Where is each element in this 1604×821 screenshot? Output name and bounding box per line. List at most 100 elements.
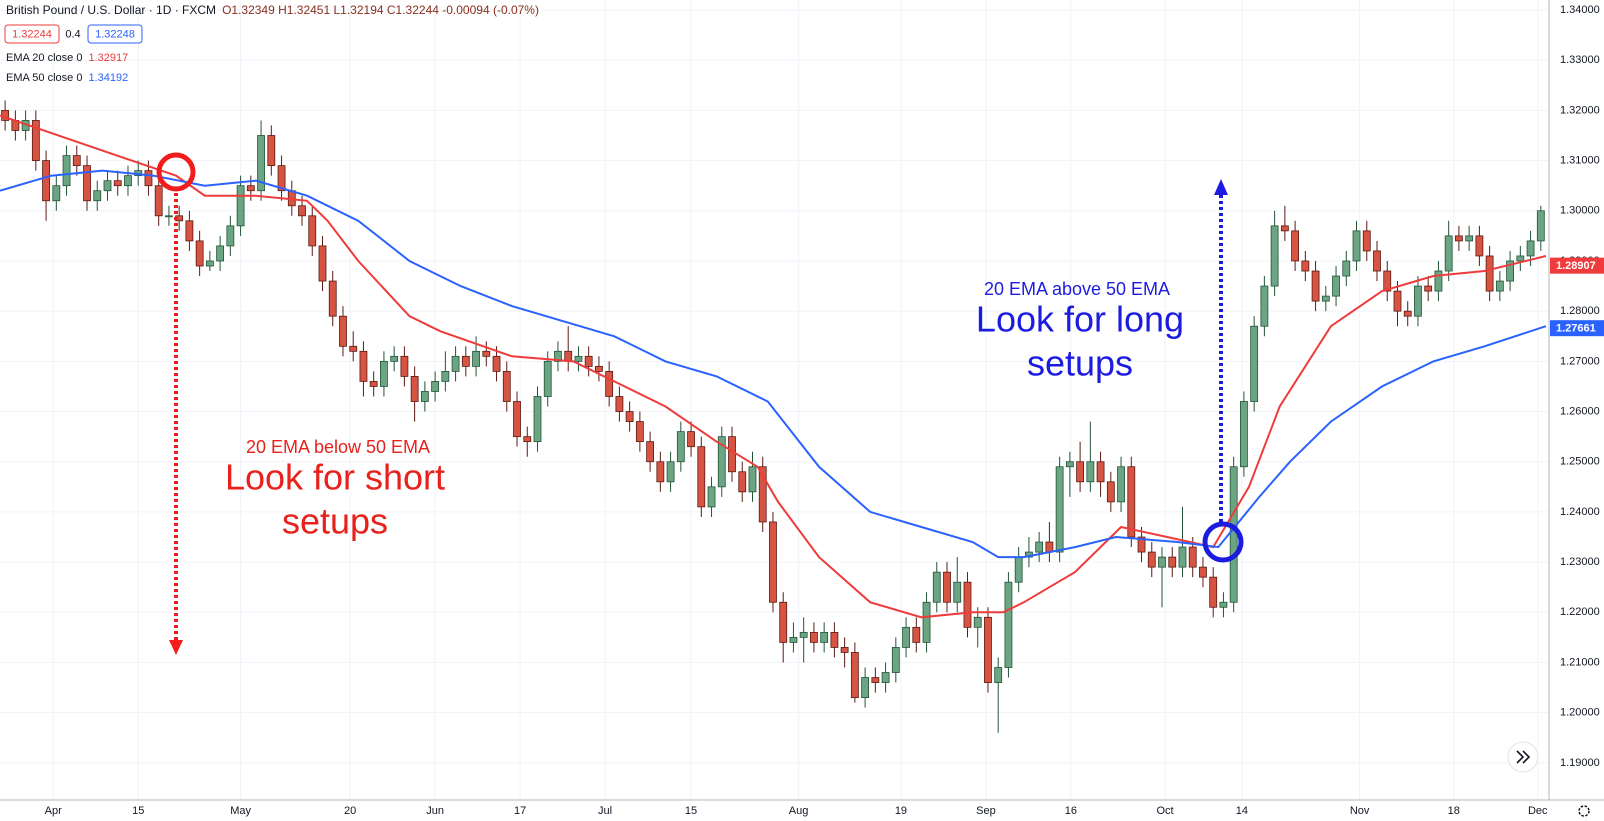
candle-body [615,396,624,412]
candle-body [1250,325,1259,402]
candle-body [1516,255,1525,262]
candle-body [226,225,235,247]
candle-body [687,431,695,448]
x-tick-label: 16 [1065,805,1077,817]
candle-body [267,135,276,167]
y-tick-label: 1.23000 [1560,556,1600,568]
short-arrow-head [169,640,183,655]
y-tick-label: 1.31000 [1560,155,1600,167]
candle-body [195,240,204,267]
candle-body [1117,466,1125,503]
candle-body [1485,255,1494,292]
candle-body [1393,290,1402,312]
x-tick-label: Sep [976,805,996,817]
candle-body [83,165,91,202]
candle-body [1506,260,1514,282]
candle-body [1035,541,1044,553]
y-tick-label: 1.20000 [1560,707,1600,719]
candle-body [1086,461,1095,483]
candle-body [584,355,593,367]
candle-body [728,436,736,473]
candle-body [236,185,245,227]
candle-body [523,436,532,443]
candle-body [1455,235,1463,242]
candle-body [891,647,900,673]
candle-body [31,120,40,162]
candle-body [1280,225,1289,232]
candle-body [216,245,225,262]
candle-body [318,245,327,282]
y-tick-label: 1.21000 [1560,656,1600,668]
candle-body [165,215,173,218]
candle-body [1444,235,1453,272]
x-tick-label: 20 [344,805,356,817]
x-tick-label: 14 [1236,805,1248,817]
candle-body [349,345,358,352]
candle-body [1383,270,1392,292]
candle-body [1014,556,1023,583]
candle-body [328,280,337,317]
candle-body [871,677,880,683]
last-value-tag [1550,320,1604,337]
candle-body [420,391,429,402]
candle-body [1158,556,1166,568]
candle-body [973,616,982,628]
candle-body [1475,235,1484,257]
legend-value: 1.32917 [88,52,128,64]
candle-body [1332,275,1340,297]
last-value-label: 1.28907 [1556,260,1596,272]
candle-body [1301,260,1310,272]
candle-body [1414,285,1422,317]
legend: EMA 20 close 0 1.32917 EMA 50 close 0 1.341… [6,52,128,84]
candle-body [1434,270,1443,292]
candle-body [513,401,521,438]
y-tick-label: 1.22000 [1560,606,1600,618]
candle-body [994,667,1003,683]
candle-body [820,631,829,643]
candle-body [1403,310,1412,317]
candle-body [400,355,409,377]
candle-body [246,185,255,192]
annotation-long-condition: 20 EMA above 50 EMA [984,279,1170,299]
candle-body [1199,566,1207,578]
candle-body [625,411,634,422]
candle-body [359,350,368,382]
candle-body [308,215,317,247]
candle-body [154,185,163,217]
legend-name: EMA 20 close 0 [6,52,82,64]
grid [0,0,1549,800]
candle-body [1352,230,1361,262]
candle-body [1465,235,1474,242]
candle-body [1260,285,1269,327]
candle-body [1229,466,1238,603]
candle-body [1209,576,1218,608]
x-tick-label: Jun [426,805,444,817]
candle-body [205,260,214,267]
candle-body [646,441,655,463]
x-tick-label: Oct [1157,805,1174,817]
annotation-long-line1: Look for long [976,299,1184,340]
candle-body [748,466,757,493]
bid-box[interactable] [4,24,60,44]
candle-body [595,365,603,372]
y-tick-label: 1.26000 [1560,405,1600,417]
settings-button[interactable] [1578,805,1590,817]
candle-body [963,581,972,628]
candle-body [1536,210,1545,242]
candle-body [953,581,962,603]
candle-body [1362,230,1371,252]
candle-body [257,135,265,192]
candle-body [1137,536,1146,553]
candle-body [1096,461,1105,483]
y-tick-label: 1.27000 [1560,355,1600,367]
candle-body [1495,280,1504,292]
candle-body [502,370,511,402]
ask-box[interactable] [87,24,143,44]
x-tick-label: 15 [132,805,144,817]
y-tick-label: 1.34000 [1560,4,1600,16]
candle-body [1291,230,1299,262]
candle-body [779,601,788,643]
candle-body [93,190,102,202]
candle-body [482,350,491,357]
